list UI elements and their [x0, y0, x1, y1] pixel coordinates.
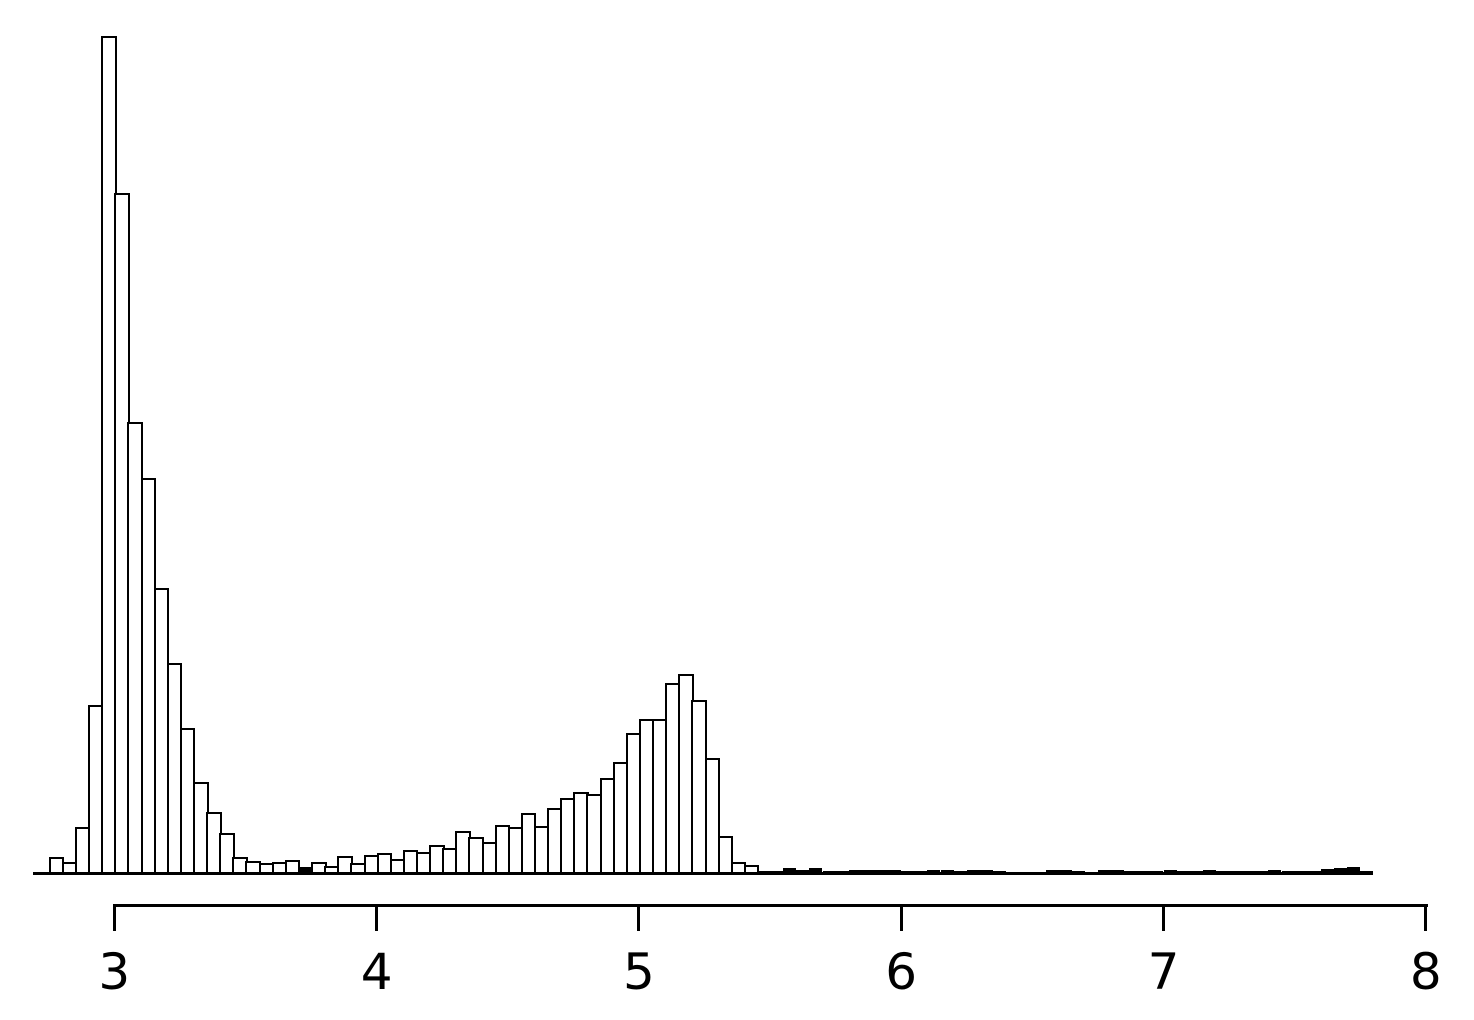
x-axis-tick [1424, 904, 1428, 931]
x-axis-tick [637, 904, 641, 931]
histogram-bar [809, 868, 823, 873]
histogram-bar [1334, 868, 1348, 873]
x-tick-label: 6 [885, 943, 918, 1001]
x-tick-label: 3 [98, 943, 131, 1001]
x-tick-label: 5 [622, 943, 655, 1001]
histogram-bar [297, 867, 311, 873]
plot-baseline [33, 871, 1373, 875]
histogram-bar [717, 836, 734, 873]
histogram-bar [1347, 867, 1361, 873]
histogram-bar [284, 860, 301, 873]
x-axis-tick [899, 904, 903, 931]
histogram-bar [743, 865, 760, 873]
x-tick-label: 4 [360, 943, 393, 1001]
x-tick-label: 8 [1409, 943, 1442, 1001]
x-axis-tick [112, 904, 116, 931]
x-axis-line [113, 904, 1428, 907]
x-axis-tick [1162, 904, 1165, 931]
x-axis-tick [375, 904, 379, 931]
histogram-bar [219, 833, 235, 873]
x-tick-label: 7 [1147, 943, 1180, 1001]
histogram-bar [783, 868, 797, 873]
histogram-bar [704, 758, 721, 873]
histogram-bar [1320, 869, 1334, 873]
